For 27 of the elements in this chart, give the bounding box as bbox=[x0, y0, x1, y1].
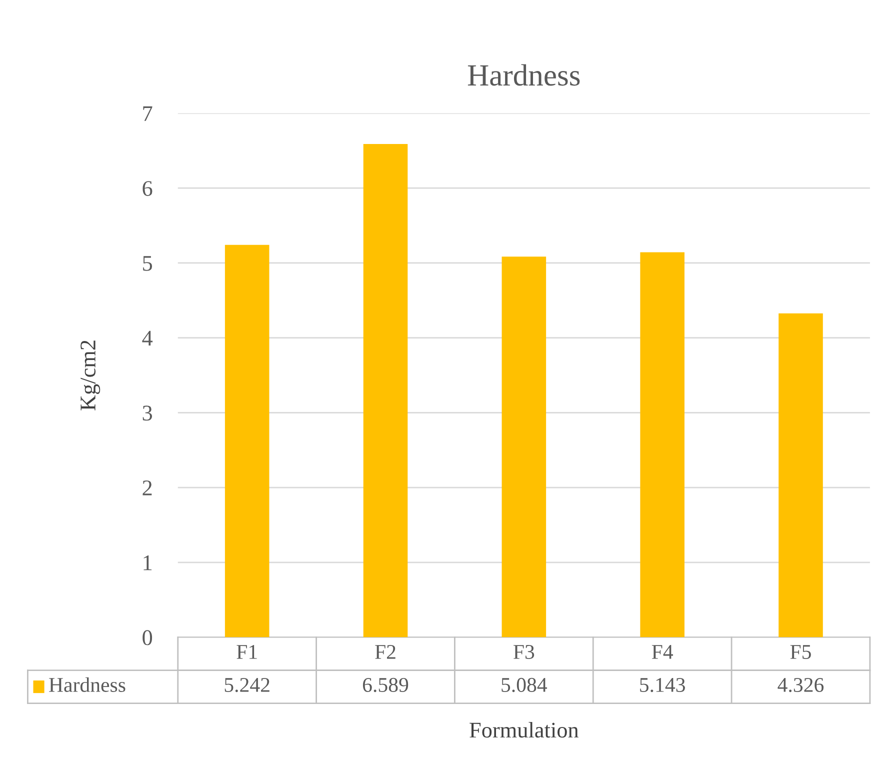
x-tick-label: F5 bbox=[790, 645, 811, 659]
y-tick-label: 7 bbox=[143, 106, 152, 121]
data-label: 5.084 bbox=[502, 678, 548, 692]
bar bbox=[640, 252, 684, 638]
data-label: 6.589 bbox=[362, 678, 408, 692]
y-tick-label: 1 bbox=[144, 555, 152, 570]
bar bbox=[363, 144, 408, 638]
y-tick-label: 2 bbox=[142, 480, 152, 496]
x-tick-label: F4 bbox=[652, 645, 674, 659]
bar bbox=[502, 256, 546, 638]
data-label: 4.326 bbox=[778, 678, 824, 692]
y-tick-label: 5 bbox=[143, 256, 152, 271]
bar bbox=[224, 244, 270, 638]
data-label: 5.242 bbox=[224, 678, 270, 692]
legend-label: Hardness bbox=[49, 677, 126, 692]
chart-title: Hardness bbox=[468, 64, 580, 86]
x-axis-title: Formulation bbox=[470, 722, 579, 738]
bar bbox=[778, 313, 823, 638]
y-tick-label: 3 bbox=[142, 406, 152, 421]
y-tick-label: 0 bbox=[142, 630, 152, 646]
data-label: 5.143 bbox=[640, 678, 685, 692]
y-tick-label: 4 bbox=[142, 330, 153, 346]
x-tick-label: F3 bbox=[514, 644, 534, 659]
x-tick-label: F1 bbox=[236, 645, 257, 659]
y-axis-title: Kg/cm2 bbox=[80, 340, 100, 410]
y-tick-label: 6 bbox=[142, 181, 152, 196]
x-tick-label: F2 bbox=[375, 644, 396, 659]
